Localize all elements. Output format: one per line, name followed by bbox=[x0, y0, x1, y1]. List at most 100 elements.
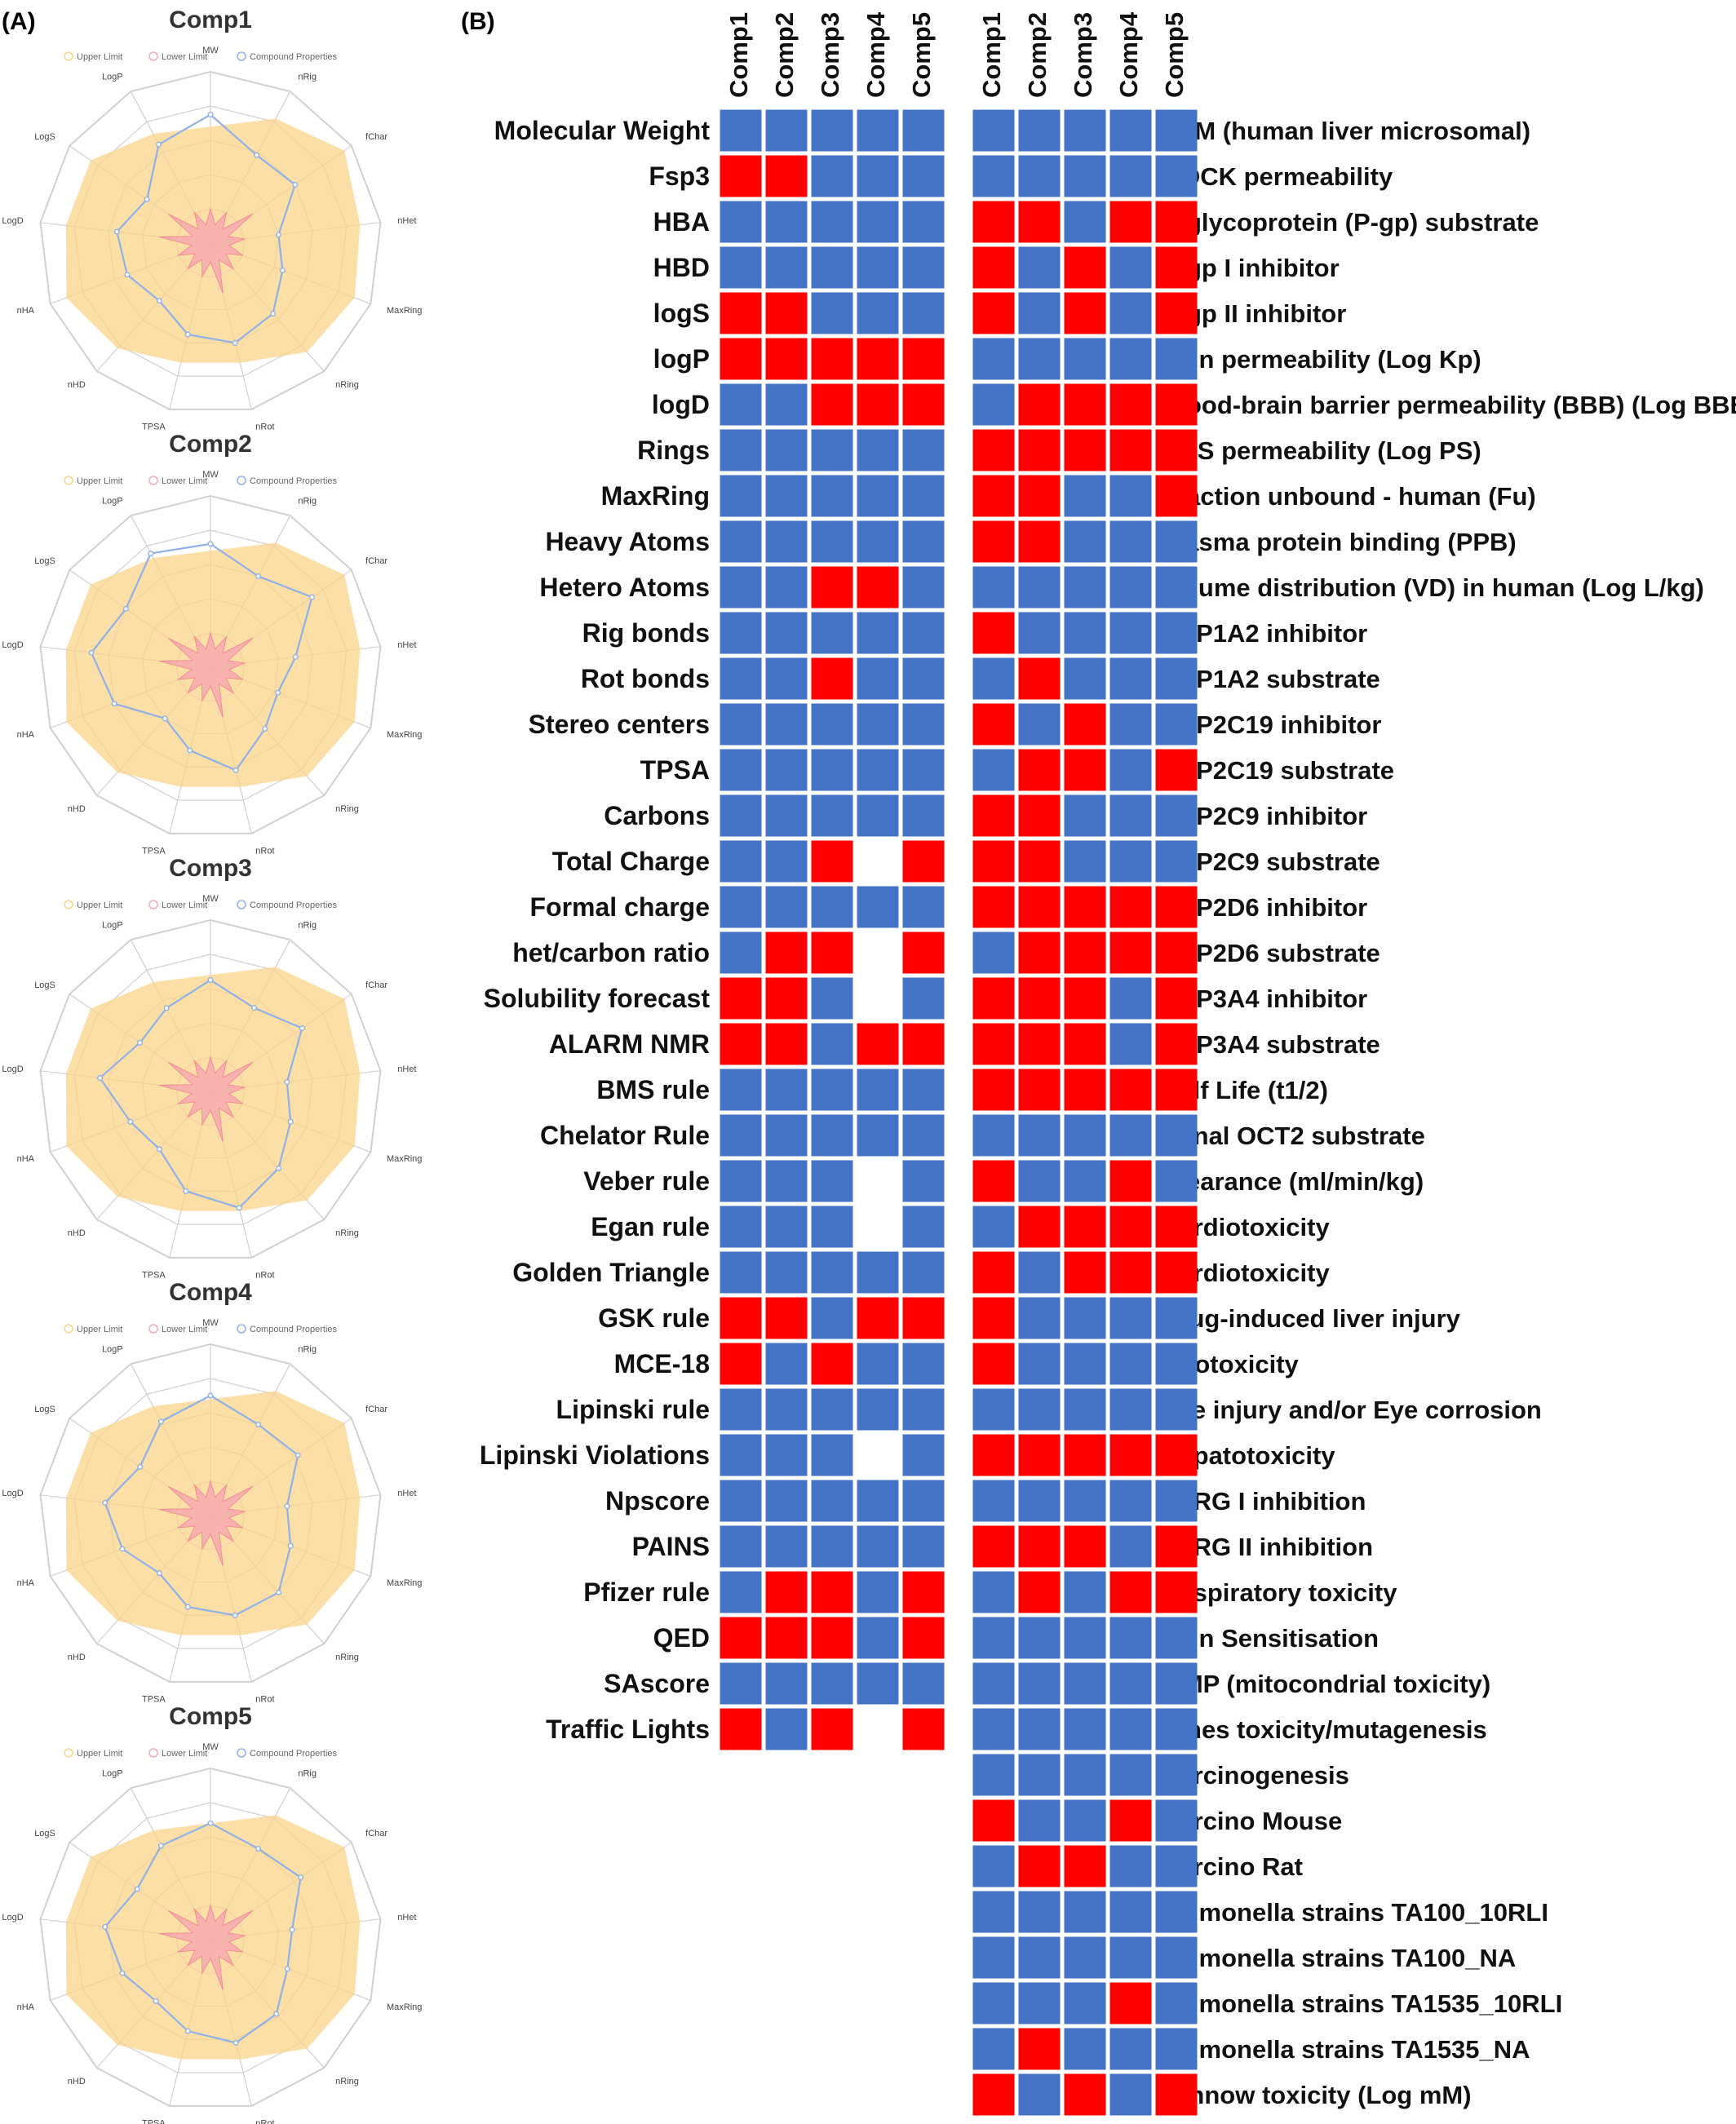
row-label: P-glycoprotein (P-gp) substrate bbox=[1161, 208, 1539, 237]
row-label: PAINS bbox=[632, 1532, 710, 1561]
radar-axis-label: MaxRing bbox=[387, 1578, 422, 1588]
heatmap-cell bbox=[902, 1434, 945, 1476]
row-label: CYP2C19 inhibitor bbox=[1161, 710, 1381, 739]
compound-point bbox=[284, 1503, 290, 1510]
heatmap-cell bbox=[857, 1525, 899, 1568]
radar-axis-label: MW bbox=[202, 470, 219, 480]
heatmap-cell bbox=[1109, 109, 1152, 152]
heatmap-cell bbox=[1109, 292, 1152, 334]
radar-axis-label: nHD bbox=[68, 2077, 86, 2086]
legend-entry: Lower Limit bbox=[162, 52, 207, 62]
radar-grid-ring bbox=[39, 1343, 382, 1683]
radar-axis-label: MaxRing bbox=[387, 2002, 422, 2012]
radar-axis-label: nHet bbox=[397, 1489, 416, 1498]
heatmap-cell bbox=[1109, 1936, 1152, 1979]
row-label: Eye injury and/or Eye corrosion bbox=[1161, 1396, 1542, 1424]
heatmap-cell bbox=[1018, 1297, 1061, 1339]
heatmap-cell bbox=[857, 1343, 899, 1385]
radar-axis-label: nHD bbox=[68, 380, 86, 390]
heatmap-cell bbox=[972, 475, 1015, 517]
heatmap-cell bbox=[1064, 1297, 1106, 1339]
legend-entry: Compound Properties bbox=[250, 900, 338, 910]
compound-point bbox=[156, 141, 162, 148]
row-label: Fsp3 bbox=[649, 162, 710, 191]
heatmap-cell bbox=[1064, 749, 1106, 791]
radar-grid-ring bbox=[39, 918, 382, 1259]
heatmap-cell bbox=[857, 1114, 899, 1157]
heatmap-cell bbox=[857, 292, 899, 334]
heatmap-cell bbox=[902, 201, 945, 243]
heatmap-cell bbox=[765, 1525, 808, 1568]
legend-entry: Compound Properties bbox=[250, 52, 338, 62]
compound-point bbox=[207, 1820, 214, 1826]
heatmap-cell bbox=[1064, 1617, 1106, 1659]
heatmap-cell bbox=[972, 1388, 1015, 1431]
compound-point bbox=[207, 976, 214, 983]
heatmap-cell bbox=[720, 1388, 762, 1431]
legend-marker bbox=[64, 1748, 73, 1758]
radar-axis-label: nHA bbox=[17, 730, 35, 740]
heatmap-cell bbox=[1155, 429, 1198, 471]
compound-point bbox=[157, 1418, 164, 1425]
heatmap-cell bbox=[1109, 1023, 1152, 1065]
legend-marker bbox=[148, 900, 158, 909]
radar-axis-label: MW bbox=[202, 894, 219, 904]
radar-axis-label: nHet bbox=[397, 640, 416, 650]
heatmap-cell bbox=[1155, 338, 1198, 380]
heatmap-cell bbox=[1064, 2028, 1106, 2070]
legend-marker bbox=[64, 900, 73, 909]
compound-point bbox=[232, 339, 238, 346]
heatmap-cell bbox=[1018, 886, 1061, 928]
heatmap-cell bbox=[972, 703, 1015, 746]
heatmap-cell bbox=[972, 1799, 1015, 1842]
heatmap-cell bbox=[1018, 1023, 1061, 1065]
heatmap-cell bbox=[720, 1251, 762, 1294]
row-label: Stereo centers bbox=[529, 710, 710, 739]
compound-point bbox=[156, 1570, 162, 1577]
heatmap-cell bbox=[765, 886, 808, 928]
legend-marker bbox=[237, 476, 246, 485]
row-label: Traffic Lights bbox=[546, 1715, 710, 1744]
row-label: CYP2C9 substrate bbox=[1161, 847, 1380, 876]
heatmap-cell bbox=[765, 292, 808, 334]
heatmap-cell bbox=[902, 703, 945, 746]
radar-comp3: Comp3 Upper Limit Lower Limit Compound Prop… bbox=[2, 855, 422, 1280]
row-label: Solubility forecast bbox=[484, 984, 711, 1013]
heatmap-cell bbox=[1155, 886, 1198, 928]
heatmap-cell bbox=[811, 977, 853, 1020]
heatmap-cell bbox=[1018, 1708, 1061, 1750]
heatmap-cell bbox=[902, 1480, 945, 1522]
row-label: HBA bbox=[653, 207, 710, 237]
heatmap-cell bbox=[1018, 1251, 1061, 1294]
row-label: Rings bbox=[637, 436, 710, 465]
legend-entry: Upper Limit bbox=[77, 52, 122, 62]
heatmap-cell bbox=[1109, 657, 1152, 700]
heatmap-cell bbox=[857, 794, 899, 837]
radar-comp4: Comp4 Upper Limit Lower Limit Compound Prop… bbox=[2, 1279, 422, 1704]
compound-point bbox=[207, 541, 214, 547]
heatmap-cell bbox=[1064, 977, 1106, 1020]
heatmap-cell bbox=[1109, 246, 1152, 289]
heatmap-cell bbox=[902, 886, 945, 928]
heatmap-cell bbox=[857, 475, 899, 517]
compound-point bbox=[292, 181, 299, 188]
column-label: Comp5 bbox=[907, 12, 936, 98]
row-label: Salmonella strains TA100_10RLI bbox=[1161, 1898, 1548, 1927]
heatmap-cell bbox=[902, 1388, 945, 1431]
heatmap-cell bbox=[1155, 1982, 1198, 2024]
compound-point bbox=[236, 1205, 242, 1211]
radar-axis-label: nRig bbox=[298, 920, 317, 930]
heatmap-cell bbox=[1064, 1662, 1106, 1705]
radar-axis-label: fChar bbox=[365, 132, 388, 142]
heatmap-cell bbox=[720, 1662, 762, 1705]
heatmap-cell bbox=[972, 1023, 1015, 1065]
heatmap-cell bbox=[972, 1708, 1015, 1750]
compound-point bbox=[102, 1923, 108, 1930]
heatmap-cell bbox=[857, 1069, 899, 1111]
heatmap-cell bbox=[1018, 1069, 1061, 1111]
heatmap-cell bbox=[1155, 1617, 1198, 1659]
heatmap-cell bbox=[1155, 1754, 1198, 1796]
legend-marker bbox=[64, 51, 73, 61]
compound-point bbox=[254, 152, 260, 158]
compound-point bbox=[232, 1612, 238, 1618]
